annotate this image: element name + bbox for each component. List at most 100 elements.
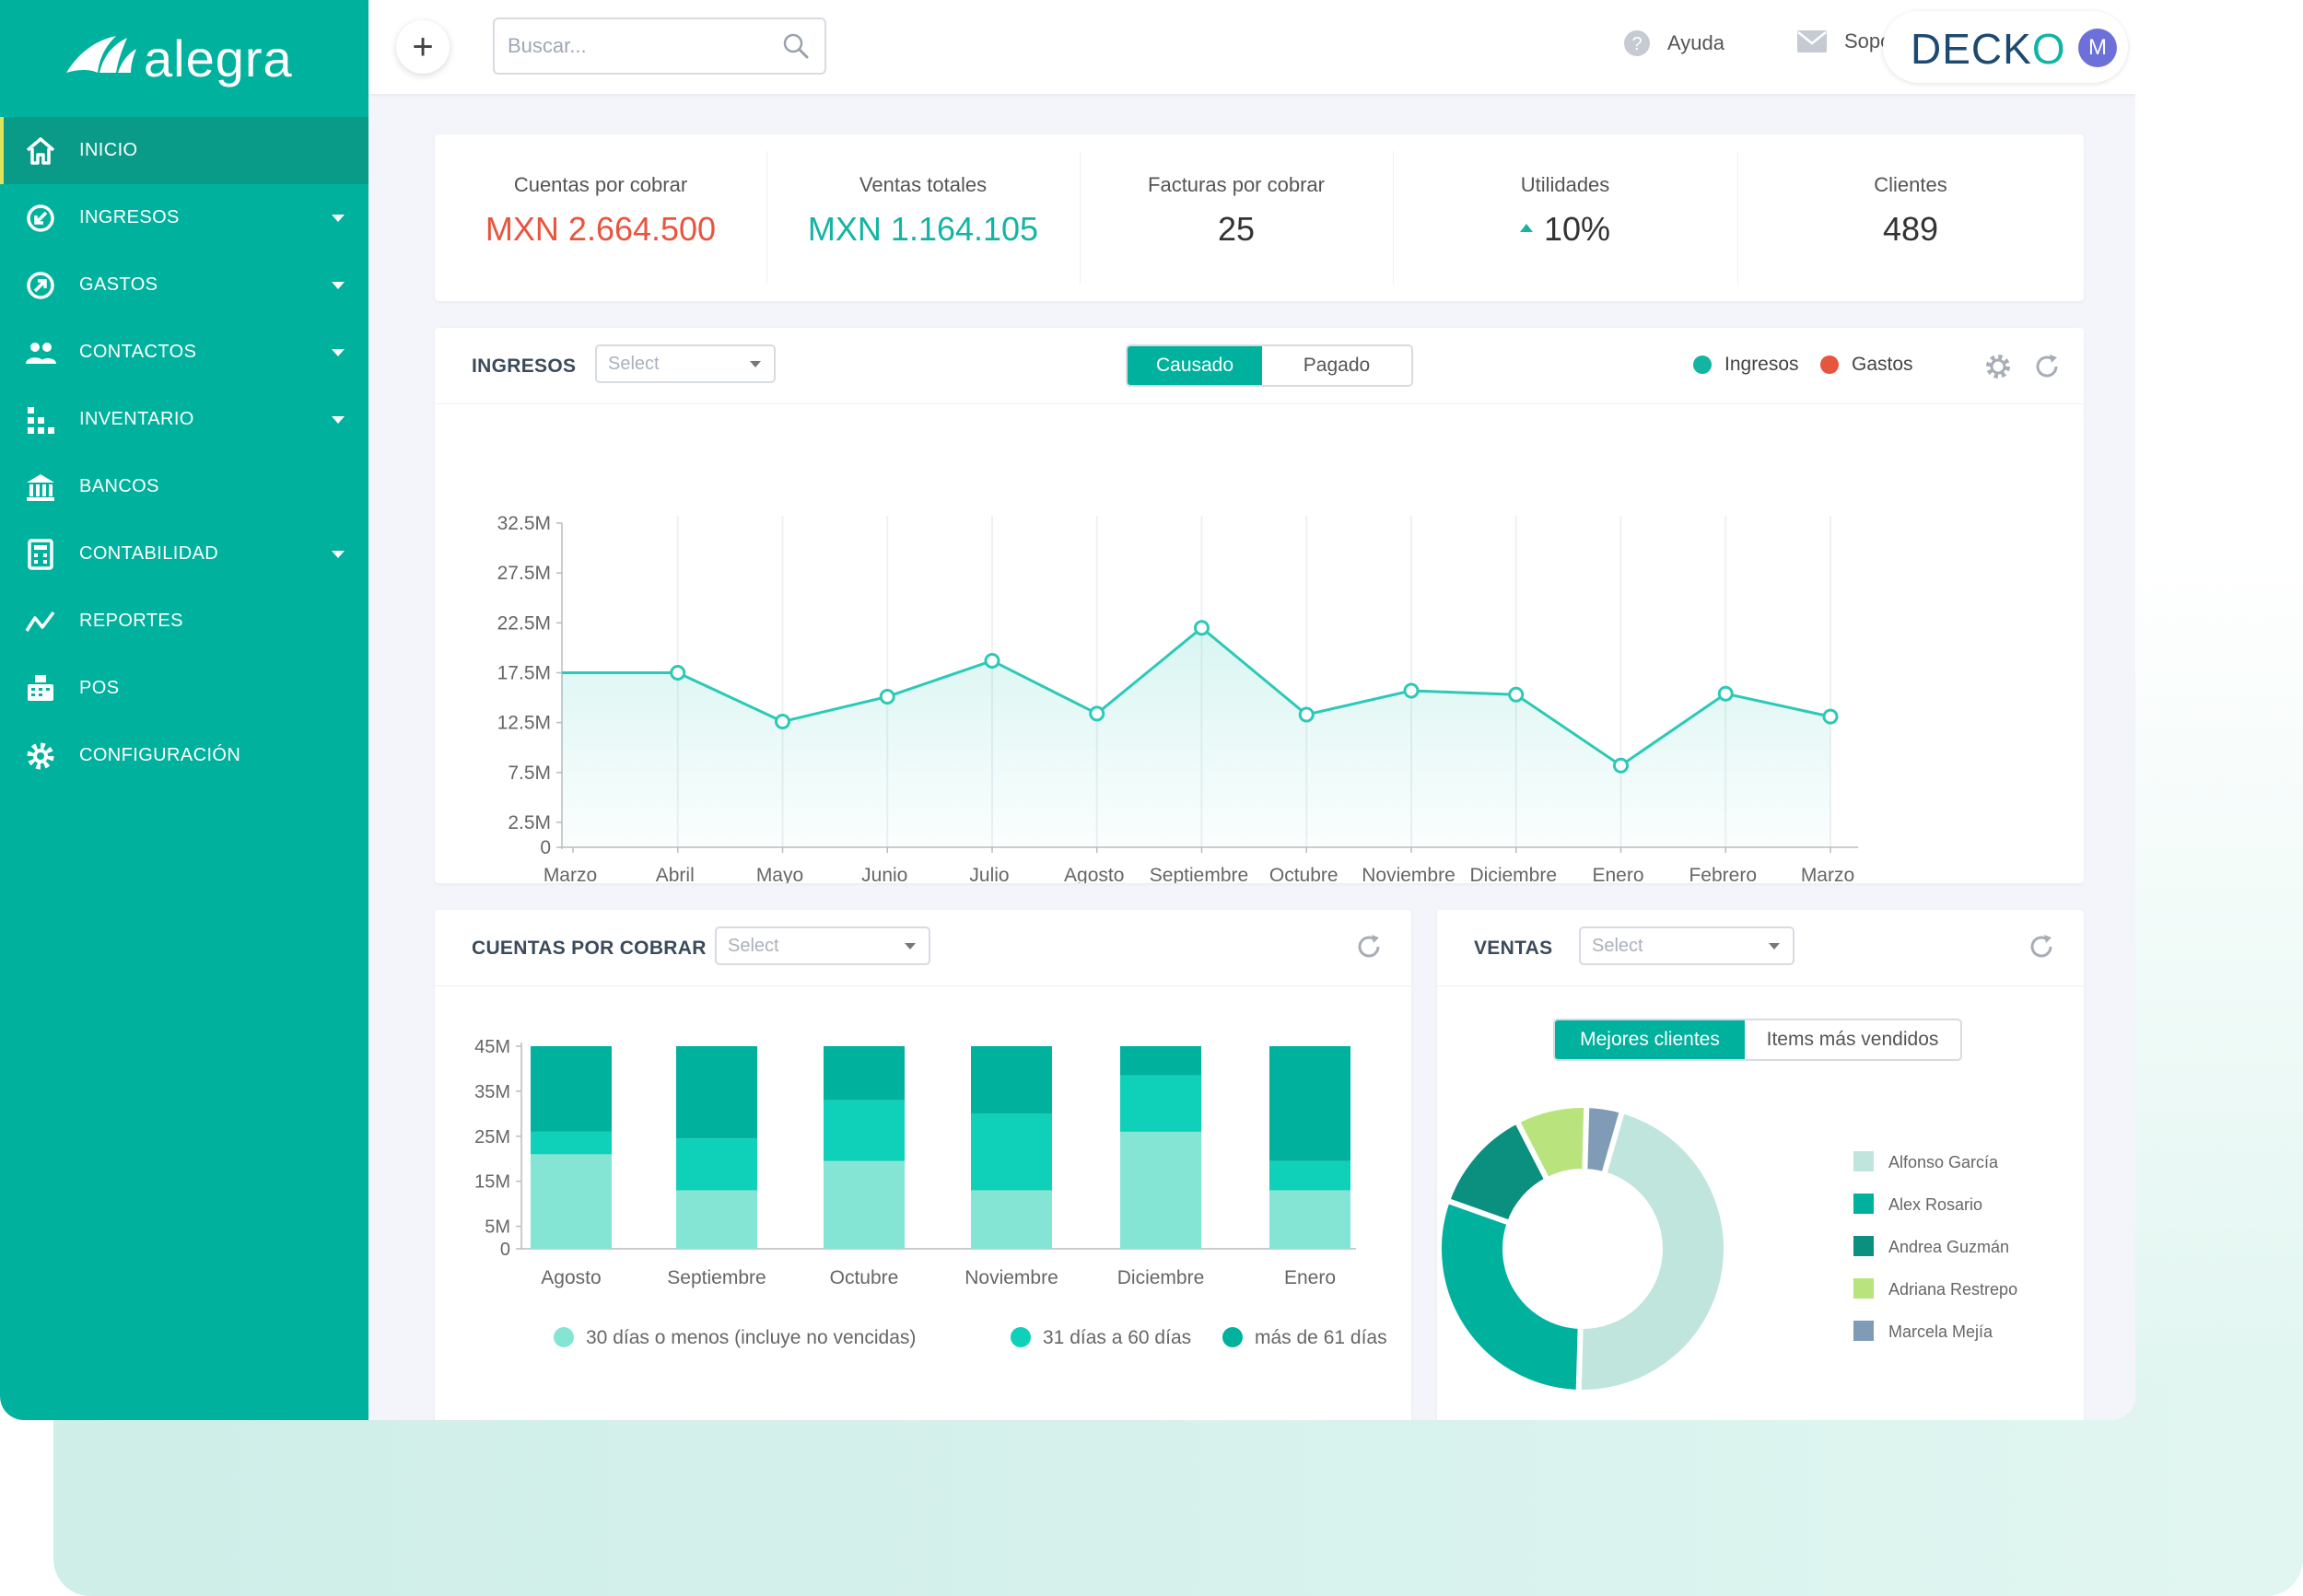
legend-swatch [1853, 1236, 1874, 1256]
donut-slice [1582, 1101, 1626, 1178]
legend-swatch [1853, 1278, 1874, 1299]
y-tick-label: 0 [540, 837, 551, 858]
data-point [1717, 685, 1734, 702]
x-tick-label: Abril [656, 865, 695, 883]
alegra-logo[interactable]: alegra [63, 26, 293, 90]
legend-label: 30 días o menos (incluye no vencidas) [586, 1327, 916, 1348]
bar-segment [1120, 1046, 1201, 1076]
bar-segment [531, 1046, 612, 1132]
x-tick-label: Noviembre [1362, 865, 1455, 883]
add-button[interactable]: + [396, 20, 450, 74]
chevron-down-icon [332, 551, 345, 558]
kpi-divider [1080, 151, 1081, 285]
sidebar-item-label: CONTABILIDAD [79, 543, 219, 564]
svg-text:?: ? [1631, 34, 1642, 54]
bar-segment [1120, 1131, 1201, 1249]
cuentas-por-cobrar-card: CUENTAS POR COBRAR Select 0 5M 15M 25M 35M 45… [435, 910, 1411, 1420]
sidebar-item-inventario[interactable]: INVENTARIO [0, 386, 368, 453]
sidebar-item-reportes[interactable]: REPORTES [0, 588, 368, 655]
income-icon [24, 202, 57, 235]
logo-text: alegra [144, 29, 293, 87]
refresh-icon[interactable] [1354, 932, 1384, 961]
y-tick-label: 35M [474, 1082, 510, 1102]
cxc-select-placeholder: Select [728, 935, 779, 956]
x-tick-label: Febrero [1689, 865, 1757, 883]
kpi-value: MXN 1.164.105 [807, 210, 1039, 248]
kpi-value: 10% [1543, 210, 1611, 248]
legend-dot [1011, 1327, 1031, 1347]
chevron-down-icon [332, 282, 345, 289]
bar-segment [971, 1190, 1052, 1249]
x-tick-label: Marzo [544, 865, 597, 883]
ingresos-select-placeholder: Select [608, 353, 660, 374]
data-point [1298, 706, 1315, 723]
bar-segment [531, 1154, 612, 1249]
refresh-icon[interactable] [2032, 352, 2062, 381]
ventas-title: VENTAS [1474, 938, 1553, 959]
search-input[interactable]: Buscar... [493, 17, 826, 75]
sidebar-item-label: INICIO [79, 140, 138, 160]
gear-icon[interactable] [1983, 352, 2013, 381]
sidebar-item-label: CONFIGURACIÓN [79, 745, 241, 765]
home-icon [24, 134, 57, 168]
sidebar-item-pos[interactable]: POS [0, 655, 368, 722]
sidebar-item-ingresos[interactable]: INGRESOS [0, 184, 368, 251]
cxc-select[interactable]: Select [715, 926, 930, 965]
refresh-icon[interactable] [2027, 932, 2056, 961]
toggle-mejores-clientes[interactable]: Mejores clientes [1555, 1020, 1745, 1059]
settings-icon [24, 740, 57, 773]
donut-slice [1575, 1107, 1729, 1395]
bar-segment [971, 1046, 1052, 1114]
pos-icon [24, 672, 57, 705]
sidebar-item-contabilidad[interactable]: CONTABILIDAD [0, 520, 368, 588]
legend-label-ingresos: Ingresos [1724, 354, 1799, 375]
account-switcher[interactable]: DECKO M [1883, 11, 2128, 83]
mail-icon [1797, 30, 1827, 52]
toggle-causado[interactable]: Causado [1128, 346, 1262, 385]
ingresos-card: INGRESOS Select Causado Pagado Ingresos … [435, 328, 2084, 883]
ingresos-title: INGRESOS [472, 355, 577, 377]
reports-icon [24, 605, 57, 638]
sidebar-item-bancos[interactable]: BANCOS [0, 453, 368, 520]
avatar[interactable]: M [2078, 29, 2117, 67]
ventas-toggle: Mejores clientes Items más vendidos [1553, 1019, 1962, 1061]
help-link[interactable]: ? Ayuda [1623, 29, 1724, 57]
toggle-pagado[interactable]: Pagado [1303, 355, 1371, 376]
kpi-divider [766, 151, 767, 285]
sidebar: alegra INICIO INGRESOS GASTOS CONTACTOS INVE… [0, 0, 368, 1420]
sidebar-item-label: BANCOS [79, 476, 159, 496]
kpi-label: Facturas por cobrar [1148, 173, 1325, 196]
x-tick-label: Junio [861, 865, 907, 883]
y-tick-label: 5M [485, 1217, 510, 1238]
x-tick-label: Agosto [1064, 865, 1124, 883]
legend-label: Alex Rosario [1888, 1195, 1982, 1214]
x-tick-label: Noviembre [964, 1267, 1058, 1288]
bank-icon [24, 471, 57, 504]
kpi-ventas-totales: Ventas totales MXN 1.164.105 [766, 134, 1080, 301]
chevron-down-icon [750, 360, 761, 367]
legend-label: Andrea Guzmán [1888, 1238, 2009, 1256]
sidebar-item-label: INVENTARIO [79, 409, 194, 429]
ingresos-toggle: Causado Pagado [1126, 344, 1413, 387]
toggle-items-mas-vendidos[interactable]: Items más vendidos [1766, 1029, 1939, 1050]
legend-gastos: Gastos [1820, 354, 1913, 376]
app-window: alegra INICIO INGRESOS GASTOS CONTACTOS INVE… [0, 0, 2135, 1420]
donut-slice [1437, 1196, 1584, 1396]
x-tick-label: Mayo [756, 865, 803, 883]
data-point [1194, 620, 1210, 636]
legend-dot-ingresos [1693, 355, 1712, 374]
search-placeholder: Buscar... [508, 34, 587, 57]
legend-dot-gastos [1820, 355, 1839, 374]
accounting-icon [24, 538, 57, 571]
ventas-select[interactable]: Select [1579, 926, 1794, 965]
sidebar-item-gastos[interactable]: GASTOS [0, 251, 368, 319]
y-tick-label: 32.5M [497, 513, 551, 534]
x-tick-label: Enero [1284, 1267, 1336, 1288]
x-tick-label: Diciembre [1117, 1267, 1205, 1288]
ingresos-select[interactable]: Select [595, 344, 776, 383]
sidebar-item-inicio[interactable]: INICIO [0, 117, 368, 184]
chevron-down-icon [332, 349, 345, 356]
sidebar-item-contactos[interactable]: CONTACTOS [0, 319, 368, 386]
legend-swatch [1853, 1321, 1874, 1341]
sidebar-item-configuracion[interactable]: CONFIGURACIÓN [0, 722, 368, 789]
